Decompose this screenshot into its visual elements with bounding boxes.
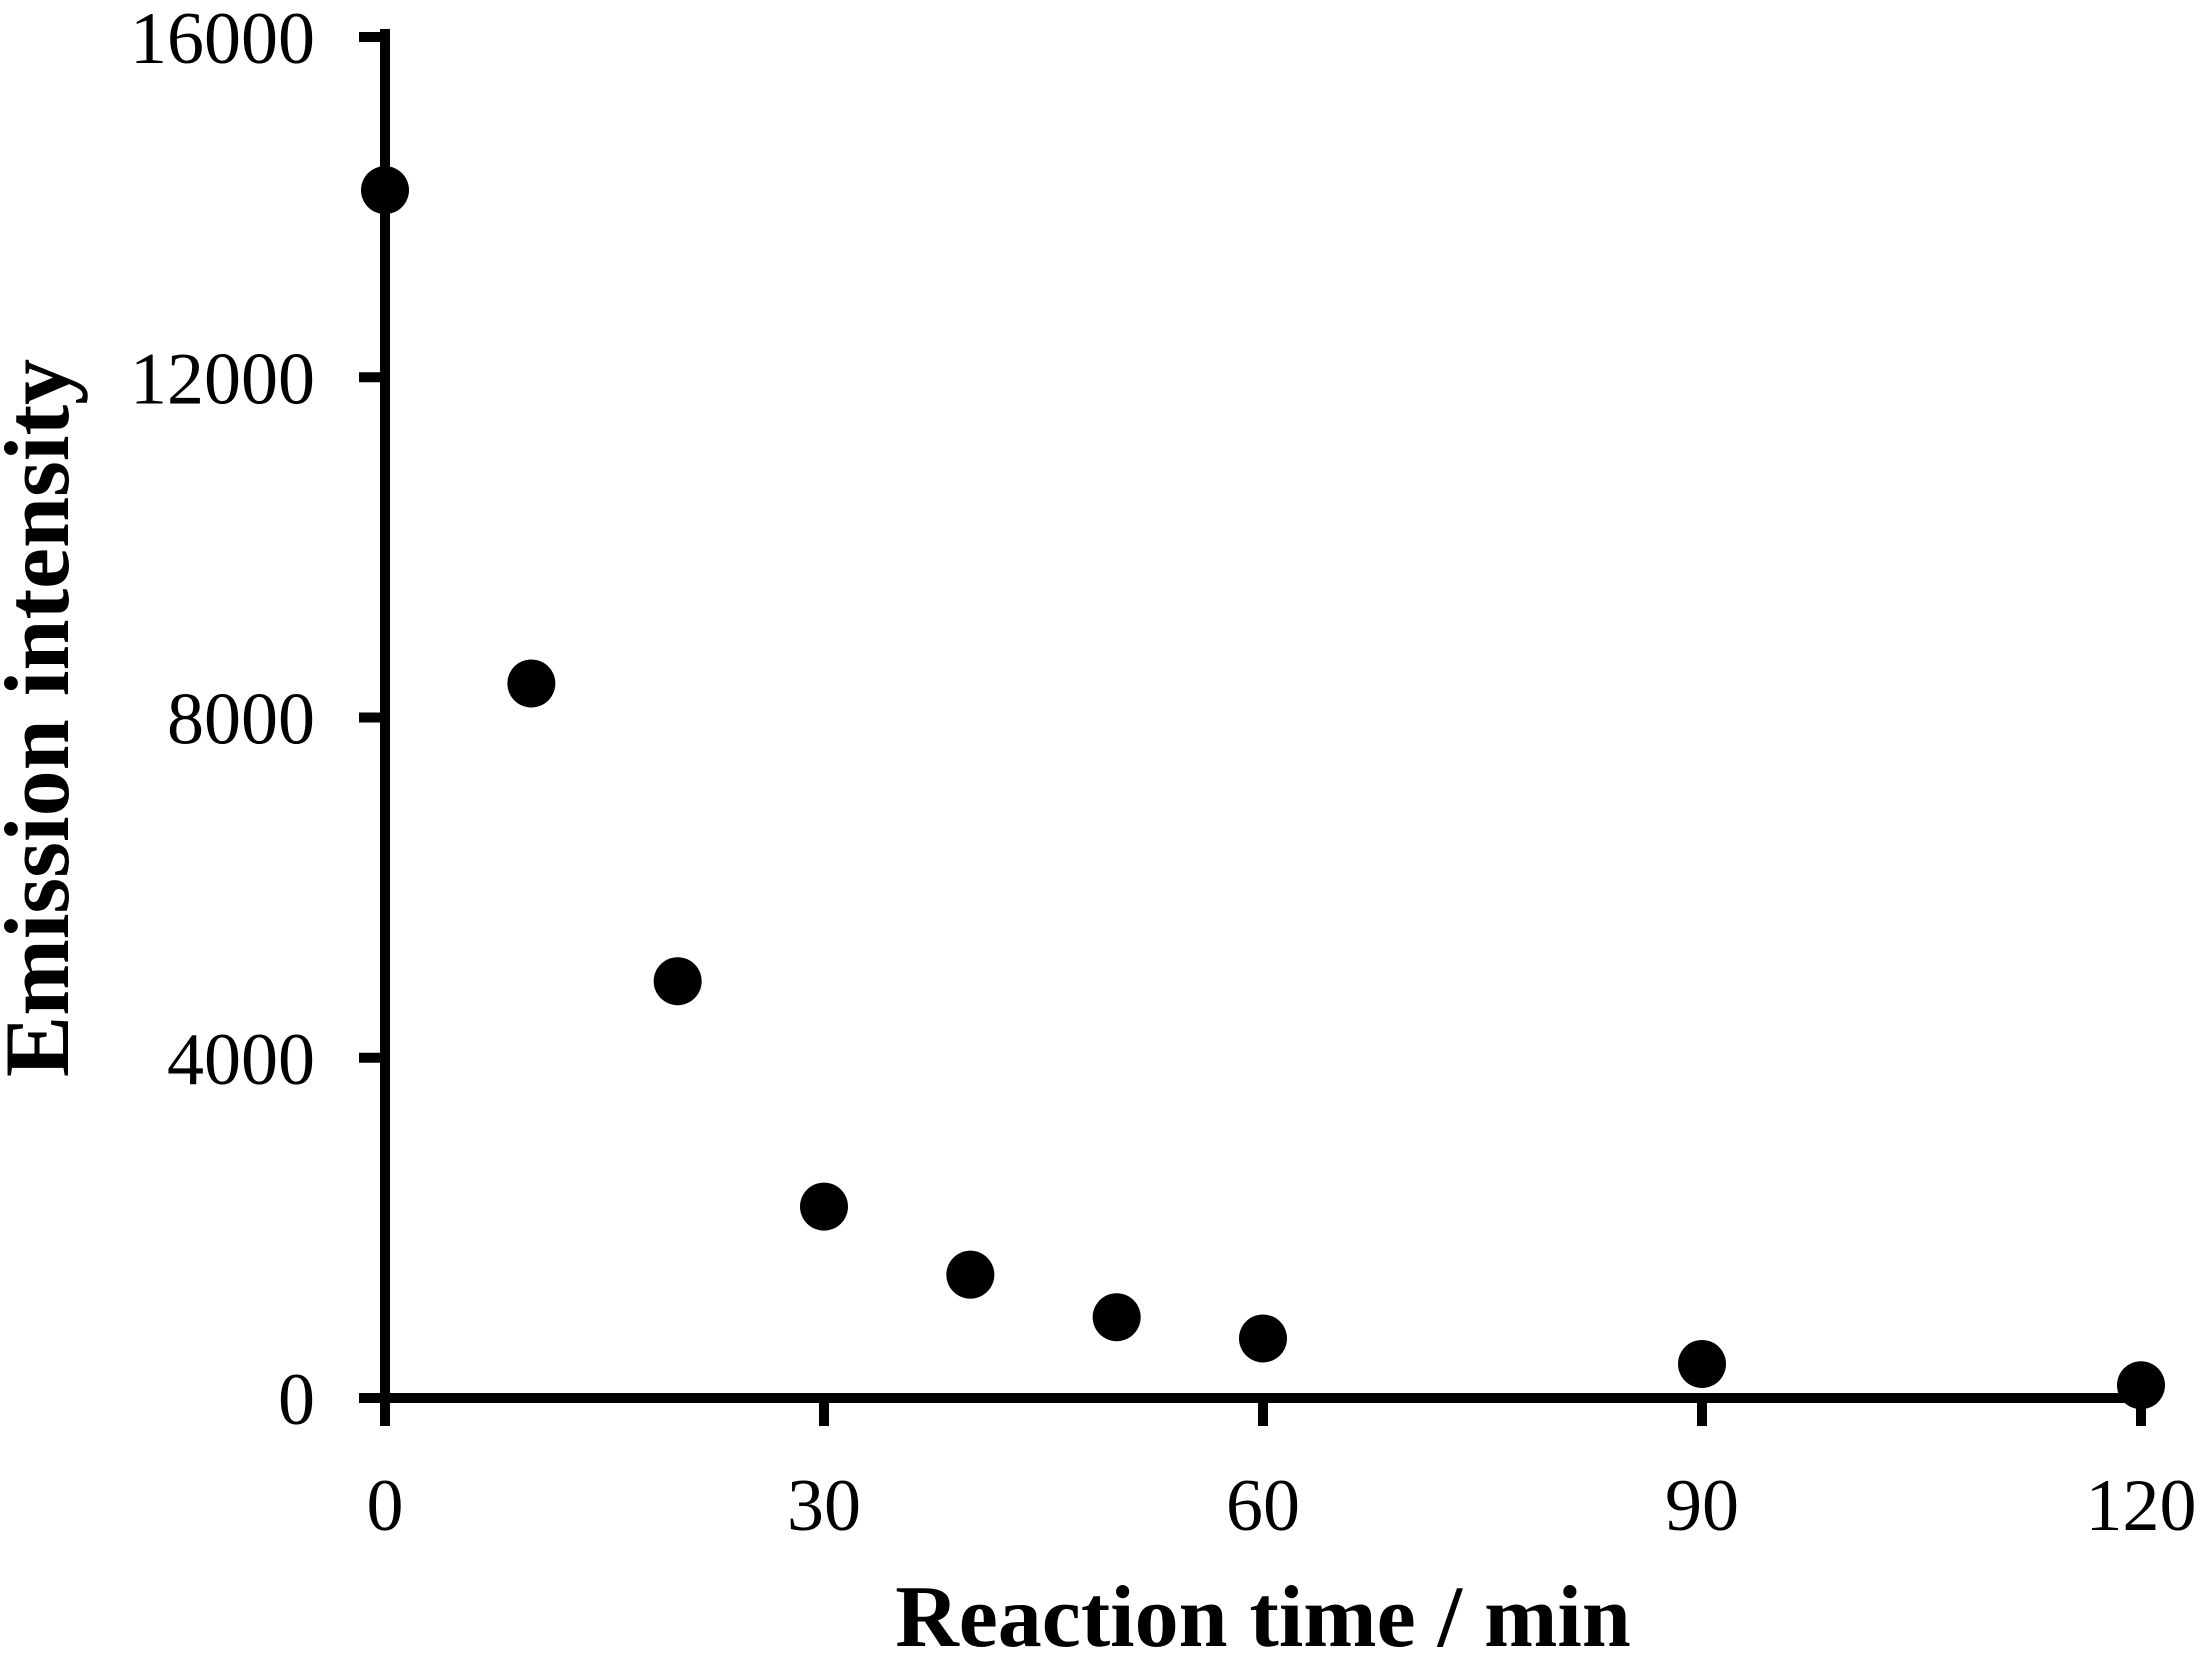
- tick-labels: 0 4000 8000 12000 16000 0 30 60 90 120: [130, 0, 2197, 1547]
- x-tick-label: 60: [1226, 1465, 1300, 1547]
- data-points: [361, 166, 2165, 1410]
- y-axis-title: Emission intensity: [0, 359, 88, 1077]
- x-axis-title: Reaction time / min: [895, 1569, 1631, 1654]
- data-point: [2117, 1361, 2165, 1410]
- x-tick-label: 30: [787, 1465, 861, 1547]
- data-point: [800, 1182, 848, 1231]
- data-point: [946, 1250, 995, 1299]
- data-point: [361, 166, 409, 215]
- x-tick-label: 0: [367, 1465, 404, 1547]
- data-point: [1678, 1339, 1726, 1388]
- y-tick-label: 4000: [167, 1019, 315, 1101]
- data-point: [1239, 1314, 1287, 1363]
- data-point: [507, 659, 556, 708]
- tick-marks: [359, 32, 2146, 1426]
- data-point: [653, 957, 702, 1006]
- y-tick-label: 16000: [130, 0, 315, 80]
- axes: [380, 29, 2146, 1403]
- y-tick-label: 0: [278, 1359, 315, 1441]
- x-tick-label: 90: [1665, 1465, 1739, 1547]
- x-tick-label: 120: [2086, 1465, 2197, 1547]
- y-tick-label: 12000: [130, 338, 315, 420]
- data-point: [1092, 1293, 1141, 1342]
- y-tick-label: 8000: [167, 679, 315, 761]
